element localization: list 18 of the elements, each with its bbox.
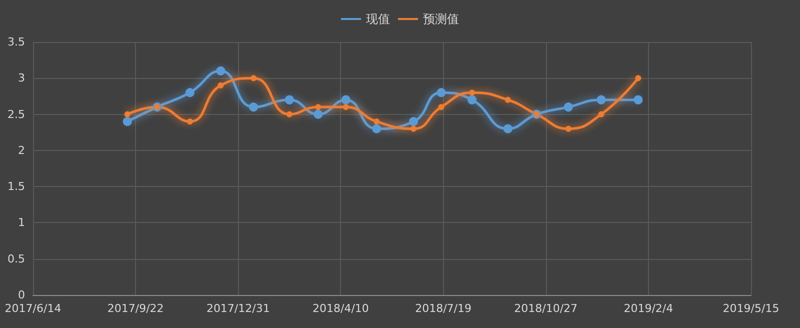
x-tick-label: 2019/2/4 [624,302,674,315]
y-tick-label: 2 [18,144,25,157]
x-tick-label: 2018/7/19 [415,302,472,315]
y-tick-label: 0.5 [8,252,25,266]
legend-label: 预测值 [423,12,459,26]
y-tick-label: 3 [18,72,25,85]
x-tick-label: 2019/5/15 [722,302,780,315]
y-tick-label: 1.5 [8,180,25,194]
y-tick-label: 2.5 [8,108,25,121]
x-tick-label: 2018/4/10 [312,302,369,315]
y-tick-label: 0 [18,288,25,302]
x-tick-label: 2018/10/27 [514,302,578,315]
x-tick-label: 2017/9/22 [107,302,164,315]
legend-label: 现值 [366,12,390,26]
y-tick-label: 1 [18,216,25,230]
y-tick-label: 3.5 [8,36,25,48]
x-tick-label: 2017/12/31 [206,302,270,315]
x-tick-label: 2017/6/14 [4,302,62,315]
